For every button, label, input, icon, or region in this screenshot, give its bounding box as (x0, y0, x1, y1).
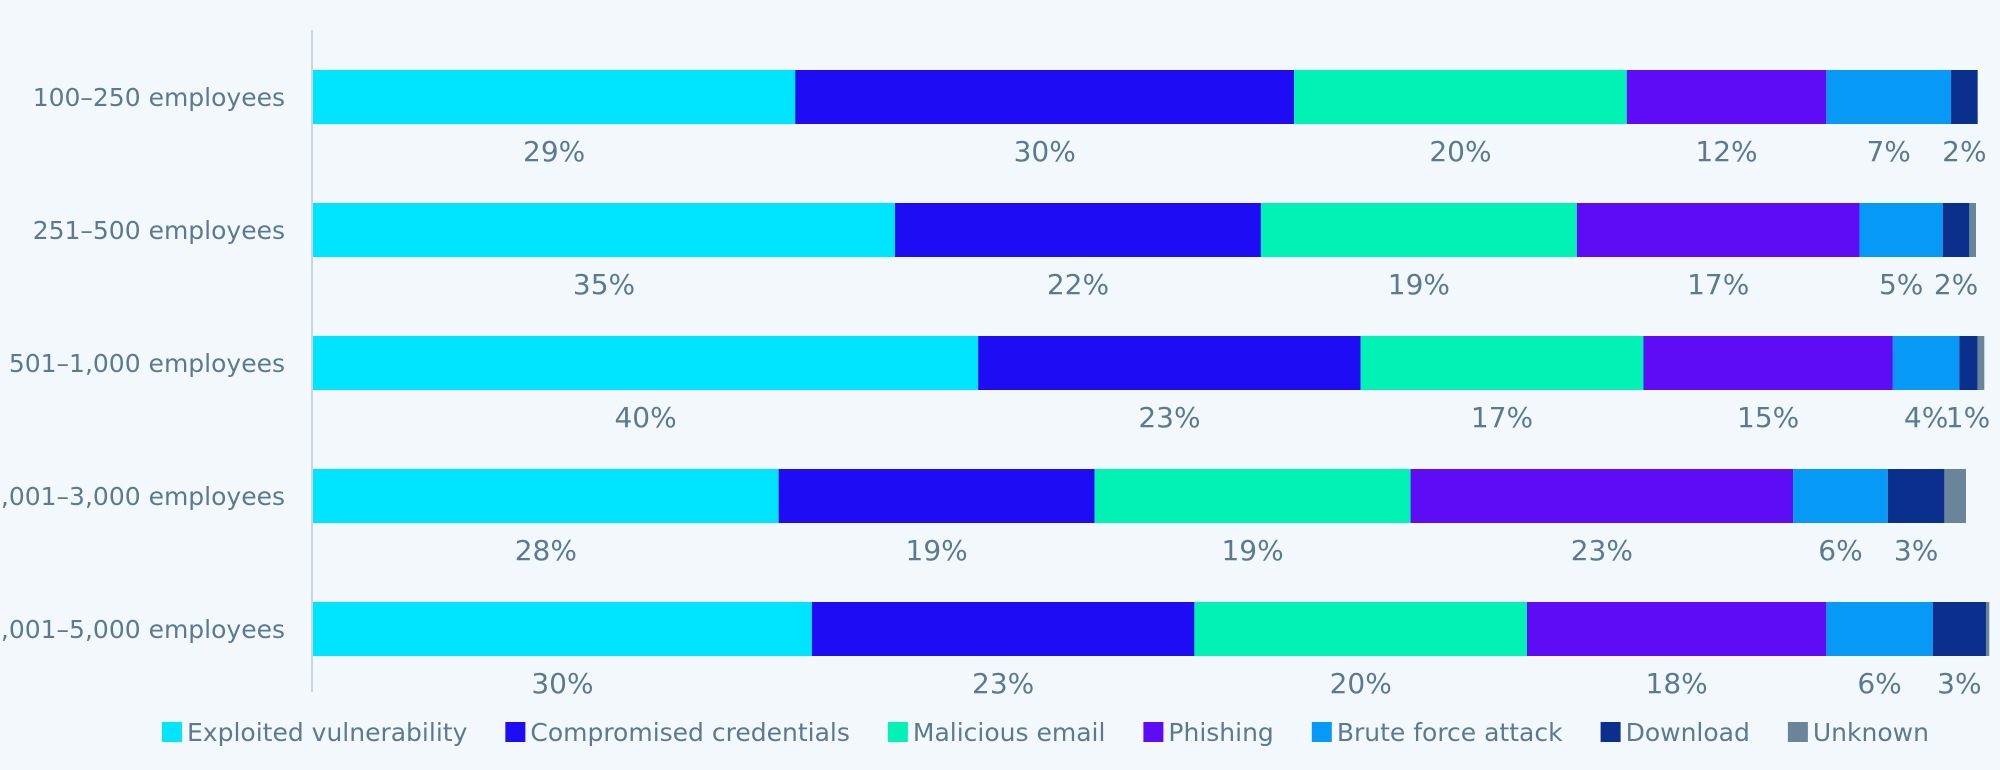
value-label: 30% (1014, 135, 1076, 168)
value-label: 19% (906, 534, 968, 567)
bar-segment (1959, 336, 1978, 390)
bar-segment (1260, 203, 1577, 257)
legend-label: Malicious email (913, 718, 1106, 747)
category-label: 251–500 employees (33, 216, 285, 245)
value-label: 3% (1937, 667, 1981, 700)
bar-segment (1793, 469, 1888, 523)
bar-segment (978, 336, 1361, 390)
value-label: 23% (1571, 534, 1633, 567)
value-label: 15% (1737, 401, 1799, 434)
bar-segment (313, 469, 779, 523)
legend-label: Download (1626, 718, 1750, 747)
value-label: 29% (523, 135, 585, 168)
category-label: 501–1,000 employees (9, 349, 285, 378)
value-label: 4% (1904, 401, 1948, 434)
bar-segment (1932, 602, 1986, 656)
bar-segment (811, 602, 1195, 656)
bar-segment (1576, 203, 1860, 257)
value-label: 30% (531, 667, 593, 700)
legend-swatch (1787, 722, 1808, 742)
bar-segment (1887, 469, 1945, 523)
value-label: 12% (1695, 135, 1757, 168)
legend-label: Brute force attack (1337, 718, 1563, 747)
value-label: 20% (1330, 667, 1392, 700)
category-label: 100–250 employees (33, 83, 285, 112)
legend: Exploited vulnerability Compromised crede… (162, 718, 1929, 747)
value-label: 1% (1946, 401, 1990, 434)
bar-segment (1094, 469, 1411, 523)
value-label: 23% (972, 667, 1034, 700)
legend-swatch (1143, 722, 1164, 742)
value-label: 40% (614, 401, 676, 434)
value-label: 35% (573, 268, 635, 301)
category-label: 3,001–5,000 employees (0, 615, 285, 644)
value-label: 6% (1818, 534, 1862, 567)
legend-swatch (1311, 722, 1332, 742)
legend-swatch (887, 722, 908, 742)
bar-segment (1294, 70, 1627, 124)
bar-segment (1942, 203, 1970, 257)
bar-segment (1985, 602, 1990, 656)
value-label: 20% (1429, 135, 1491, 168)
bar-segment (313, 602, 812, 656)
bar-segment (1951, 70, 1978, 124)
value-label: 18% (1646, 667, 1708, 700)
value-label: 3% (1894, 534, 1938, 567)
bar-segment (1944, 469, 1967, 523)
bar-segment (1410, 469, 1794, 523)
bars (313, 70, 1990, 656)
bar-segment (1194, 602, 1527, 656)
bar-segment (313, 70, 796, 124)
bar-segment (795, 70, 1295, 124)
bar-segment (1826, 602, 1933, 656)
bar-segment (1643, 336, 1893, 390)
legend-label: Phishing (1168, 718, 1273, 747)
bar-segment (1859, 203, 1943, 257)
value-label: 7% (1866, 135, 1910, 168)
value-label: 17% (1687, 268, 1749, 301)
value-label: 19% (1388, 268, 1450, 301)
value-label: 28% (515, 534, 577, 567)
bar-segment (313, 336, 979, 390)
bar-segment (1892, 336, 1960, 390)
value-label: 19% (1221, 534, 1283, 567)
value-label: 23% (1138, 401, 1200, 434)
legend-label: Exploited vulnerability (187, 718, 468, 747)
legend-swatch (162, 722, 182, 742)
bar-segment (1826, 70, 1952, 124)
value-labels: 29% 30% 20% 12% 7% 2% 35% 22% 19% 17% 5% 2% 40% 23% 17… (515, 135, 1991, 700)
legend-label: Compromised credentials (530, 718, 850, 747)
bar-segment (313, 203, 896, 257)
category-labels: 100–250 employees 251–500 employees 501–1,… (0, 83, 285, 644)
category-label: 1,001–3,000 employees (0, 482, 285, 511)
bar-segment (895, 203, 1261, 257)
value-label: 17% (1471, 401, 1533, 434)
value-label: 5% (1879, 268, 1923, 301)
bar-segment (1360, 336, 1644, 390)
bar-segment (1626, 70, 1827, 124)
value-label: 6% (1857, 667, 1901, 700)
value-label: 22% (1047, 268, 1109, 301)
bar-segment (1977, 336, 1985, 390)
legend-label: Unknown (1813, 718, 1929, 747)
bar-segment (1969, 203, 1976, 257)
bar-segment (1526, 602, 1827, 656)
bar-segment (778, 469, 1095, 523)
legend-swatch (505, 722, 526, 742)
value-label: 2% (1934, 268, 1978, 301)
legend-swatch (1600, 722, 1621, 742)
value-label: 2% (1942, 135, 1986, 168)
